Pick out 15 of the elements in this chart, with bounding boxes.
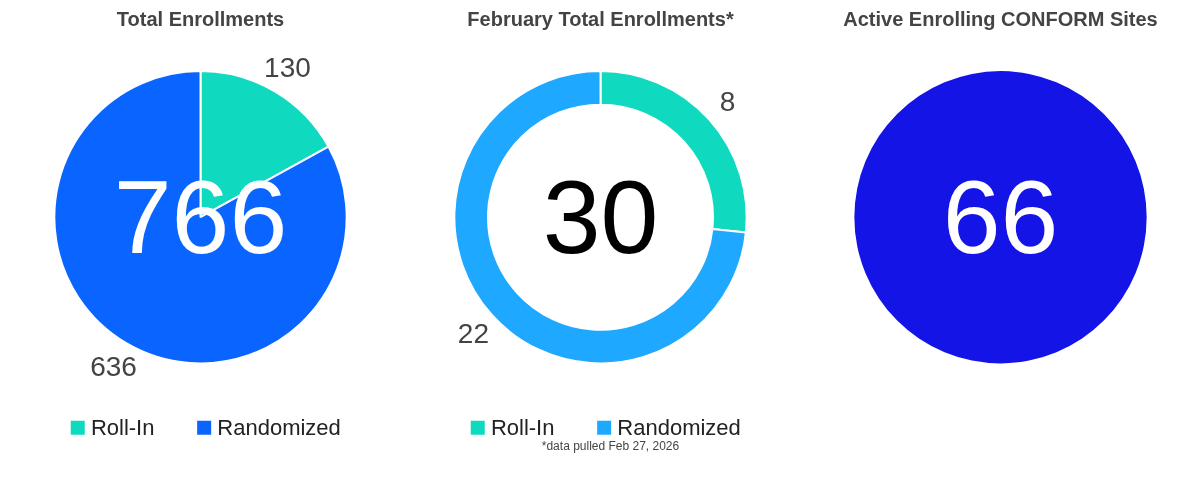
data-label: 22 bbox=[457, 317, 490, 349]
data-label: 8 bbox=[719, 85, 736, 117]
legend-label: Roll-In bbox=[90, 415, 155, 441]
data-label: 130 bbox=[264, 52, 311, 84]
legend-label: Randomized bbox=[617, 415, 741, 441]
text: 766 bbox=[113, 159, 288, 276]
legend-label: Roll-In bbox=[490, 415, 555, 441]
text: 30 bbox=[542, 159, 659, 276]
data-label: 636 bbox=[90, 351, 137, 383]
text: *data pulled Feb 27, 2026 bbox=[541, 438, 680, 453]
text: 66 bbox=[942, 159, 1059, 276]
chart-title: February Total Enrollments* bbox=[467, 7, 734, 30]
chart-title: Total Enrollments bbox=[116, 7, 285, 30]
legend-label: Randomized bbox=[217, 415, 341, 441]
chart-title: Active Enrolling CONFORM Sites bbox=[843, 7, 1158, 30]
